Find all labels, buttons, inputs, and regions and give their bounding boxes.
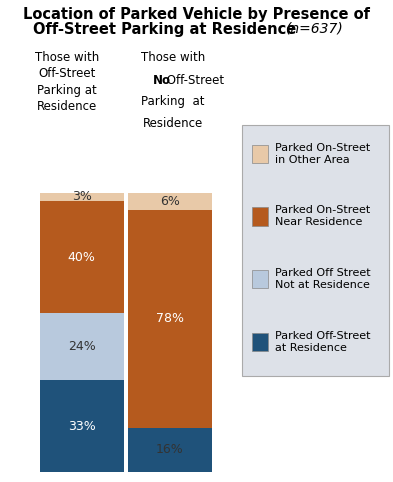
Bar bbox=[128, 210, 211, 428]
Text: 3%: 3% bbox=[72, 190, 92, 203]
Text: Parked On-Street
in Other Area: Parked On-Street in Other Area bbox=[275, 143, 370, 165]
Bar bbox=[128, 428, 211, 472]
Text: 33%: 33% bbox=[68, 420, 95, 433]
Text: 16%: 16% bbox=[156, 443, 184, 456]
Bar bbox=[40, 313, 123, 380]
Text: 78%: 78% bbox=[156, 312, 184, 325]
Bar bbox=[40, 380, 123, 472]
Text: 40%: 40% bbox=[68, 251, 95, 264]
Text: Parked Off Street
Not at Residence: Parked Off Street Not at Residence bbox=[275, 268, 371, 290]
Text: Those with: Those with bbox=[141, 51, 205, 64]
Bar bbox=[40, 193, 123, 201]
Text: Parked On-Street
Near Residence: Parked On-Street Near Residence bbox=[275, 205, 370, 228]
Text: Those with
Off-Street
Parking at
Residence: Those with Off-Street Parking at Residen… bbox=[35, 51, 99, 113]
Text: 24%: 24% bbox=[68, 340, 95, 353]
Text: No: No bbox=[153, 74, 171, 87]
Text: Location of Parked Vehicle by Presence of: Location of Parked Vehicle by Presence o… bbox=[23, 7, 370, 22]
Text: Residence: Residence bbox=[143, 117, 203, 130]
Text: Off-Street Parking at Residence: Off-Street Parking at Residence bbox=[33, 22, 297, 37]
Text: Parked Off-Street
at Residence: Parked Off-Street at Residence bbox=[275, 331, 371, 353]
Text: 6%: 6% bbox=[160, 195, 180, 208]
Bar bbox=[128, 193, 211, 210]
Text: (n=637): (n=637) bbox=[286, 22, 343, 36]
Text: Off-Street: Off-Street bbox=[163, 74, 224, 87]
Bar bbox=[40, 201, 123, 313]
Text: Parking  at: Parking at bbox=[141, 95, 205, 108]
